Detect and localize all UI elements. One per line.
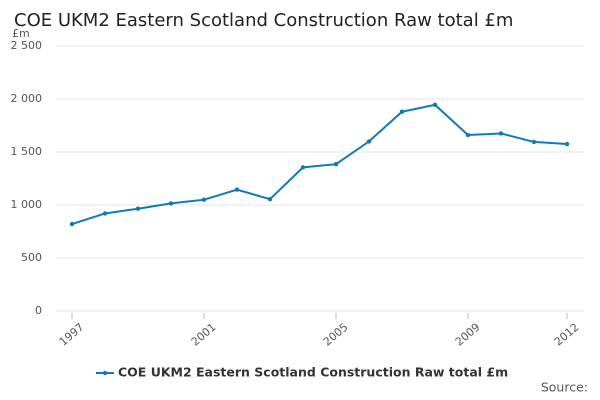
point: [300, 165, 306, 170]
point: [465, 132, 471, 138]
point: [102, 211, 108, 216]
point: [69, 221, 75, 227]
y-tick-label: 2 500: [11, 39, 43, 52]
legend-label: COE UKM2 Eastern Scotland Construction R…: [118, 365, 508, 380]
point: [432, 102, 438, 108]
y-tick-label: 2 000: [11, 92, 43, 105]
legend-swatch-marker: [102, 370, 108, 376]
x-tick-label: 2005: [321, 321, 351, 349]
y-tick-label: 0: [35, 304, 42, 317]
x-tick-label: 2012: [552, 321, 582, 349]
point: [333, 161, 339, 167]
y-axis-label: £m: [12, 27, 30, 40]
x-tick-label: 2001: [189, 321, 219, 349]
point: [201, 197, 207, 202]
point: [564, 141, 570, 147]
point: [267, 196, 273, 202]
source: Source:: [541, 380, 588, 395]
point: [366, 139, 372, 144]
point: [498, 131, 504, 136]
point: [135, 206, 141, 211]
point: [399, 109, 405, 114]
x-tick-label: 2009: [453, 321, 483, 349]
point: [531, 139, 537, 145]
y-tick-label: 1 500: [11, 145, 43, 158]
x-tick-label: 1997: [57, 321, 87, 349]
line: [71, 103, 568, 226]
y-tick-label: 500: [21, 251, 42, 264]
chart-title: COE UKM2 Eastern Scotland Construction R…: [14, 10, 513, 31]
y-tick-label: 1 000: [11, 198, 43, 211]
point: [234, 187, 240, 192]
point: [168, 201, 174, 206]
